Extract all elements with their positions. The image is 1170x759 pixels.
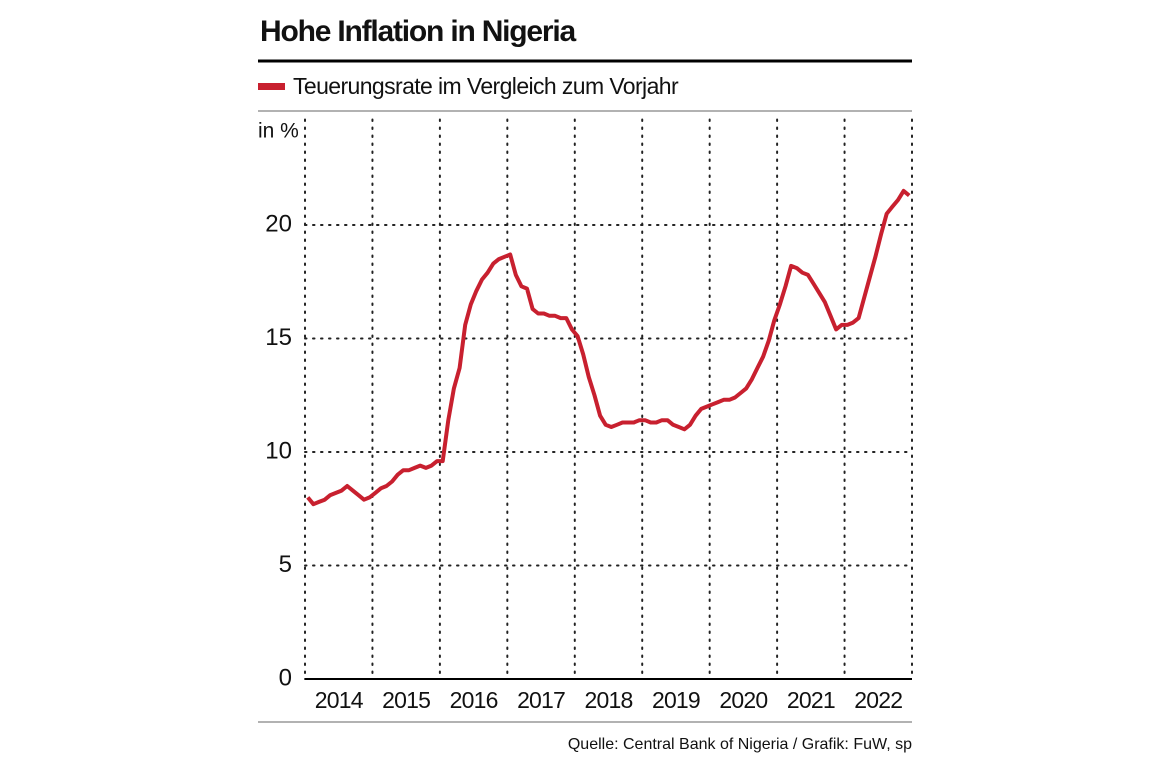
chart-title: Hohe Inflation in Nigeria <box>260 15 577 48</box>
legend-label: Teuerungsrate im Vergleich zum Vorjahr <box>293 73 679 99</box>
x-tick-label: 2018 <box>585 687 633 713</box>
x-tick-label: 2021 <box>787 687 835 713</box>
x-tick-label: 2020 <box>719 687 767 713</box>
y-tick-label: 5 <box>279 551 292 578</box>
x-tick-label: 2014 <box>315 687 364 713</box>
x-tick-label: 2016 <box>450 687 498 713</box>
y-axis-label: in % <box>258 120 299 143</box>
y-tick-label: 20 <box>265 210 292 237</box>
data-line <box>306 188 911 507</box>
x-tick-label: 2015 <box>382 687 430 713</box>
y-tick-label: 10 <box>265 437 292 464</box>
x-tick-label: 2017 <box>517 687 565 713</box>
y-tick-label: 15 <box>265 324 292 351</box>
x-tick-label: 2019 <box>652 687 700 713</box>
source: Quelle: Central Bank of Nigeria / Grafik… <box>568 736 912 753</box>
y-tick-label: 0 <box>279 664 292 691</box>
x-tick-label: 2022 <box>854 687 902 713</box>
legend-swatch <box>258 83 285 90</box>
